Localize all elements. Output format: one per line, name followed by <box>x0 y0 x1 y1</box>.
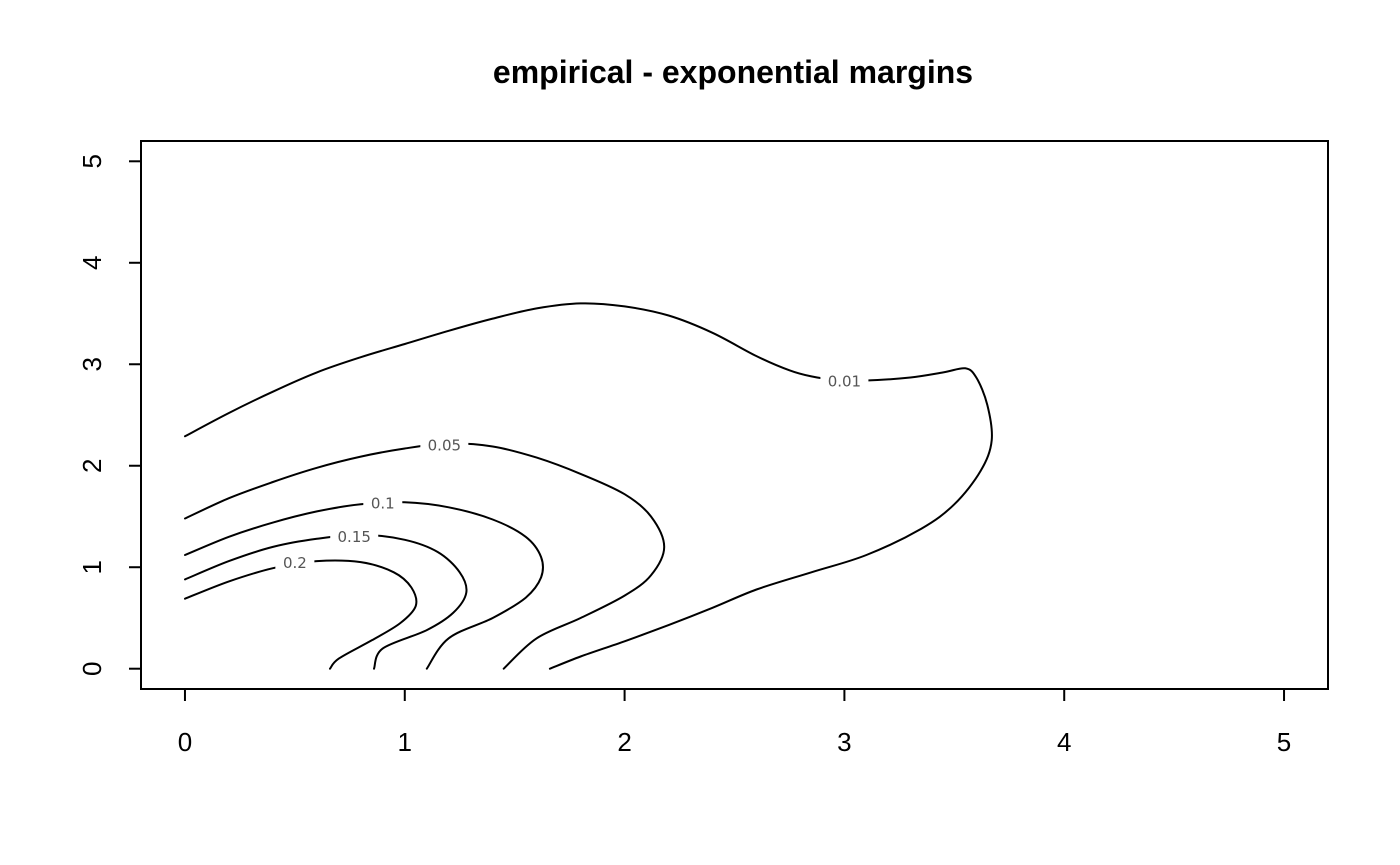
plot-frame <box>140 140 1329 690</box>
contour-line-0.05 <box>184 442 666 670</box>
x-tick-label: 0 <box>178 727 192 757</box>
y-tick-label: 2 <box>77 459 107 473</box>
contour-label: 0.01 <box>828 373 861 391</box>
contour-lines <box>184 302 993 670</box>
contour-label: 0.2 <box>283 554 307 572</box>
y-tick-label: 4 <box>77 256 107 270</box>
contour-line-0.15 <box>184 533 468 670</box>
x-tick-label: 5 <box>1277 727 1291 757</box>
y-tick-label: 1 <box>77 560 107 574</box>
chart-title: empirical - exponential margins <box>493 54 973 90</box>
x-axis: 0 1 2 3 4 5 <box>178 688 1291 757</box>
contour-label: 0.1 <box>371 494 395 512</box>
x-tick-label: 1 <box>398 727 412 757</box>
contour-label: 0.15 <box>338 528 371 546</box>
x-tick-label: 4 <box>1057 727 1071 757</box>
y-tick-label: 0 <box>77 661 107 675</box>
x-tick-label: 3 <box>837 727 851 757</box>
y-tick-label: 5 <box>77 154 107 168</box>
contour-line-0.1 <box>184 501 544 670</box>
x-tick-label: 2 <box>617 727 631 757</box>
contour-label: 0.05 <box>428 436 461 454</box>
y-tick-label: 3 <box>77 357 107 371</box>
y-axis: 0 1 2 3 4 5 <box>77 154 142 676</box>
contour-line-0.2 <box>184 559 418 670</box>
contour-labels: 0.01 0.05 0.10.15 0.2 <box>283 373 861 573</box>
contour-line-0.01 <box>184 302 993 670</box>
